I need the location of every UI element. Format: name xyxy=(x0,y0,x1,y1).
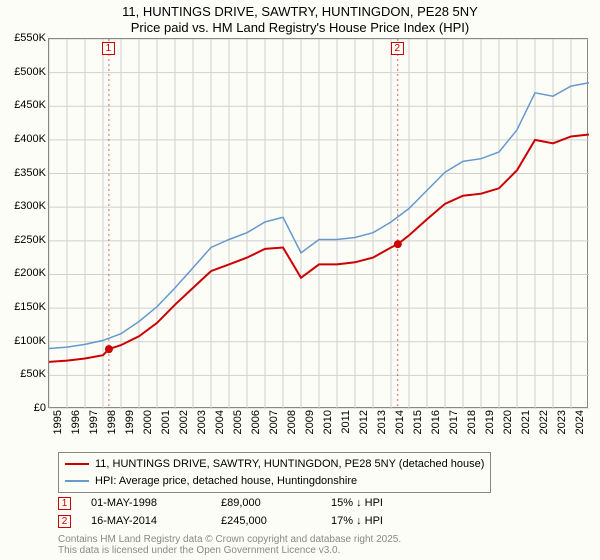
sales-table: 1 01-MAY-1998 £89,000 15% ↓ HPI 2 16-MAY… xyxy=(58,494,431,530)
sale-marker-icon: 2 xyxy=(58,515,71,528)
x-tick-label: 2018 xyxy=(466,410,478,434)
sale-delta-hpi: 17% ↓ HPI xyxy=(331,515,431,527)
x-tick-label: 2014 xyxy=(394,410,406,434)
legend-swatch xyxy=(65,463,89,465)
y-tick-label: £100K xyxy=(1,335,46,347)
legend-label: 11, HUNTINGS DRIVE, SAWTRY, HUNTINGDON, … xyxy=(95,456,484,473)
footer-line2: This data is licensed under the Open Gov… xyxy=(58,545,401,556)
chart-title-block: 11, HUNTINGS DRIVE, SAWTRY, HUNTINGDON, … xyxy=(0,0,600,35)
sale-price: £245,000 xyxy=(221,515,311,527)
sale-marker-box: 2 xyxy=(391,42,404,55)
x-tick-label: 2013 xyxy=(376,410,388,434)
x-tick-label: 2007 xyxy=(268,410,280,434)
x-tick-label: 2009 xyxy=(304,410,316,434)
x-tick-label: 1997 xyxy=(88,410,100,434)
x-tick-label: 2019 xyxy=(484,410,496,434)
legend-swatch xyxy=(65,480,89,482)
x-tick-label: 2010 xyxy=(322,410,334,434)
y-tick-label: £250K xyxy=(1,234,46,246)
chart-title-line1: 11, HUNTINGS DRIVE, SAWTRY, HUNTINGDON, … xyxy=(0,4,600,20)
sale-delta-hpi: 15% ↓ HPI xyxy=(331,497,431,509)
legend-row: 11, HUNTINGS DRIVE, SAWTRY, HUNTINGDON, … xyxy=(65,456,484,473)
x-tick-label: 2023 xyxy=(556,410,568,434)
legend-label: HPI: Average price, detached house, Hunt… xyxy=(95,473,357,490)
y-tick-label: £200K xyxy=(1,267,46,279)
x-tick-label: 2021 xyxy=(520,410,532,434)
chart-container: 11, HUNTINGS DRIVE, SAWTRY, HUNTINGDON, … xyxy=(0,0,600,560)
sales-row: 1 01-MAY-1998 £89,000 15% ↓ HPI xyxy=(58,494,431,512)
x-tick-label: 2005 xyxy=(232,410,244,434)
y-tick-label: £300K xyxy=(1,200,46,212)
x-tick-label: 2022 xyxy=(538,410,550,434)
x-tick-label: 2020 xyxy=(502,410,514,434)
y-tick-label: £350K xyxy=(1,167,46,179)
sales-row: 2 16-MAY-2014 £245,000 17% ↓ HPI xyxy=(58,512,431,530)
y-tick-label: £550K xyxy=(1,32,46,44)
x-tick-label: 2003 xyxy=(196,410,208,434)
x-tick-label: 2001 xyxy=(160,410,172,434)
sale-marker-icon: 1 xyxy=(58,497,71,510)
x-tick-label: 2011 xyxy=(340,410,352,434)
x-tick-label: 2000 xyxy=(142,410,154,434)
y-tick-label: £500K xyxy=(1,66,46,78)
x-tick-label: 2012 xyxy=(358,410,370,434)
legend-row: HPI: Average price, detached house, Hunt… xyxy=(65,473,484,490)
y-tick-label: £50K xyxy=(1,368,46,380)
sale-price: £89,000 xyxy=(221,497,311,509)
x-tick-label: 2017 xyxy=(448,410,460,434)
sale-marker-box: 1 xyxy=(102,42,115,55)
y-tick-label: £450K xyxy=(1,99,46,111)
sale-date: 16-MAY-2014 xyxy=(91,515,201,527)
y-tick-label: £0 xyxy=(1,402,46,414)
plot-area xyxy=(48,38,588,408)
x-tick-label: 1998 xyxy=(106,410,118,434)
x-tick-label: 2002 xyxy=(178,410,190,434)
x-tick-label: 2024 xyxy=(574,410,586,434)
sale-date: 01-MAY-1998 xyxy=(91,497,201,509)
footer-line1: Contains HM Land Registry data © Crown c… xyxy=(58,534,401,545)
x-tick-label: 1996 xyxy=(70,410,82,434)
chart-title-line2: Price paid vs. HM Land Registry's House … xyxy=(0,20,600,36)
x-tick-label: 2016 xyxy=(430,410,442,434)
x-tick-label: 2008 xyxy=(286,410,298,434)
x-tick-label: 2006 xyxy=(250,410,262,434)
footer-note: Contains HM Land Registry data © Crown c… xyxy=(58,534,401,556)
x-tick-label: 2015 xyxy=(412,410,424,434)
x-tick-label: 2004 xyxy=(214,410,226,434)
y-tick-label: £400K xyxy=(1,133,46,145)
legend-box: 11, HUNTINGS DRIVE, SAWTRY, HUNTINGDON, … xyxy=(58,452,491,493)
x-tick-label: 1995 xyxy=(52,410,64,434)
x-tick-label: 1999 xyxy=(124,410,136,434)
plot-svg xyxy=(49,39,589,409)
y-tick-label: £150K xyxy=(1,301,46,313)
